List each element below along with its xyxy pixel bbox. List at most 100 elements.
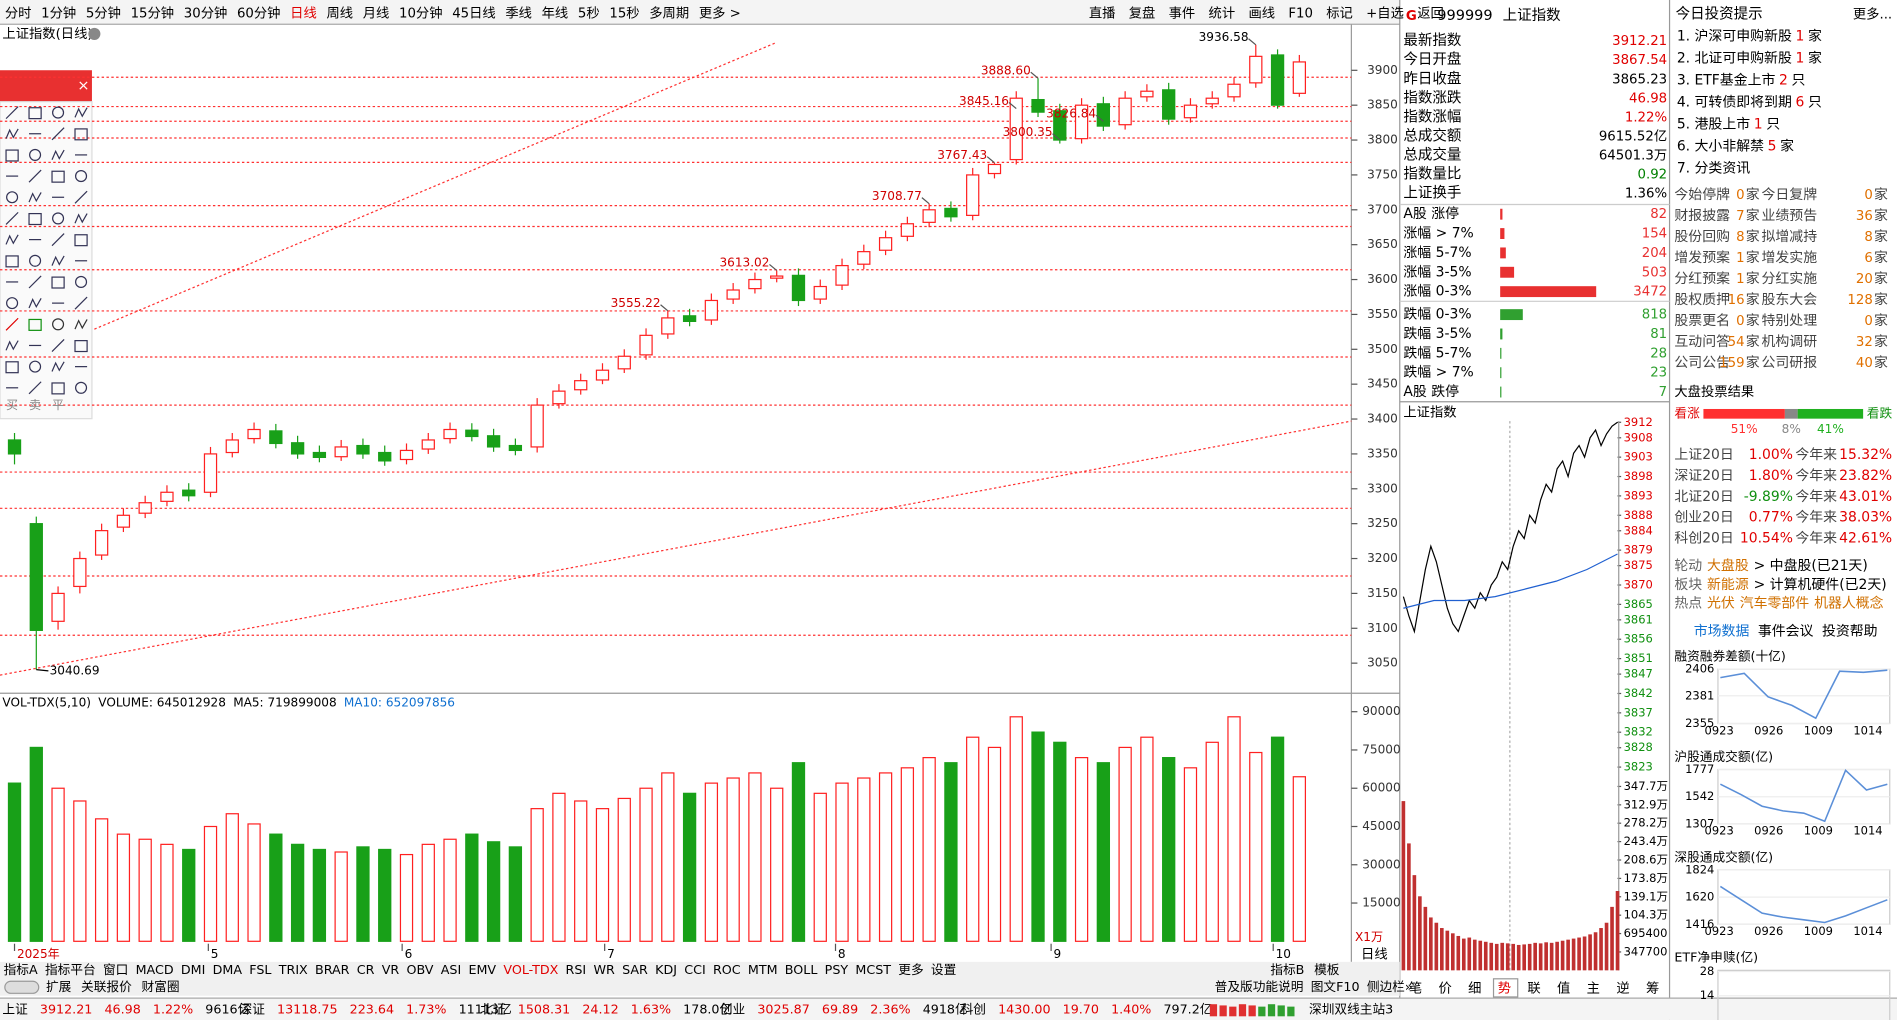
- count-label[interactable]: 股份回购: [1674, 229, 1730, 245]
- tool-icon[interactable]: [52, 318, 65, 331]
- indicator-tab[interactable]: 指标平台: [45, 962, 96, 977]
- count-label[interactable]: 股权质押: [1674, 292, 1730, 308]
- tool-icon[interactable]: [74, 213, 88, 224]
- info-tab[interactable]: 事件会议: [1758, 624, 1814, 640]
- indicator-tab[interactable]: 窗口: [103, 962, 128, 977]
- indicator-tab[interactable]: 更多: [898, 962, 923, 977]
- tool-icon[interactable]: [51, 382, 65, 395]
- indicator-tab[interactable]: DMI: [181, 962, 205, 977]
- indicator-tab[interactable]: BRAR: [315, 962, 350, 977]
- period-button[interactable]: 10分钟: [399, 4, 443, 21]
- tool-icon[interactable]: [75, 275, 88, 288]
- count-label[interactable]: 公司研报: [1762, 355, 1818, 371]
- indicator-tab[interactable]: FSL: [249, 962, 271, 977]
- tip-item[interactable]: 家: [1780, 137, 1794, 154]
- tool-icon[interactable]: [28, 381, 42, 395]
- tool-icon[interactable]: [5, 106, 19, 120]
- tool-icon[interactable]: [5, 149, 19, 162]
- period-button[interactable]: 5秒: [578, 5, 600, 21]
- tool-icon[interactable]: [28, 192, 42, 203]
- indicator-tab[interactable]: VOL-TDX: [503, 962, 558, 977]
- extra-tab[interactable]: 扩展: [46, 979, 72, 994]
- tool-icon[interactable]: [28, 107, 42, 120]
- count-label[interactable]: 财报披露: [1674, 208, 1730, 224]
- info-tab[interactable]: 投资帮助: [1822, 624, 1878, 640]
- count-label[interactable]: 今日复牌: [1762, 186, 1818, 203]
- count-label[interactable]: 增发预案: [1674, 249, 1730, 266]
- tip-item[interactable]: 家: [1808, 49, 1822, 66]
- tool-icon[interactable]: [29, 148, 42, 161]
- tool-icon[interactable]: [51, 233, 65, 247]
- tip-item[interactable]: 只: [1808, 94, 1822, 110]
- tool-icon[interactable]: [74, 319, 88, 330]
- indicator-tab[interactable]: 模板: [1314, 962, 1340, 977]
- indicator-tab[interactable]: WR: [593, 962, 615, 977]
- tool-icon[interactable]: [75, 170, 88, 183]
- tool-icon[interactable]: [51, 276, 65, 289]
- tip-item[interactable]: 5. 港股上市: [1677, 115, 1750, 132]
- extra-tab[interactable]: 关联报价: [81, 979, 132, 994]
- count-label[interactable]: 拟增减持: [1762, 229, 1818, 245]
- indicator-tab[interactable]: KDJ: [655, 962, 677, 977]
- tool-icon[interactable]: [28, 169, 42, 183]
- tip-item[interactable]: 6. 大小非解禁: [1677, 138, 1764, 154]
- period-button[interactable]: 5分钟: [86, 4, 121, 21]
- note-link[interactable]: 图文F10: [1311, 979, 1360, 994]
- tool-button[interactable]: 事件: [1169, 5, 1196, 21]
- indicator-tab[interactable]: RSI: [566, 962, 587, 977]
- tip-item[interactable]: 3. ETF基金上市: [1677, 71, 1776, 88]
- note-link[interactable]: 侧边栏»: [1367, 979, 1413, 994]
- tool-icon[interactable]: [28, 212, 42, 226]
- close-button[interactable]: ×: [77, 78, 89, 94]
- tip-item[interactable]: 1. 沪深可申购新股: [1677, 28, 1792, 44]
- indicator-tab[interactable]: ASI: [441, 962, 461, 977]
- intraday-tab[interactable]: 值: [1557, 980, 1570, 996]
- info-tab[interactable]: 市场数据: [1694, 623, 1750, 640]
- period-button[interactable]: 周线: [326, 5, 353, 21]
- tool-label[interactable]: 买: [6, 398, 18, 412]
- intraday-tab[interactable]: 细: [1468, 980, 1481, 996]
- period-button[interactable]: 30分钟: [184, 4, 228, 21]
- indicator-tab[interactable]: SAR: [622, 962, 648, 977]
- tool-icon[interactable]: [51, 149, 65, 160]
- intraday-tab[interactable]: 联: [1527, 980, 1540, 996]
- tool-icon[interactable]: [6, 191, 19, 204]
- toggle[interactable]: [4, 980, 40, 994]
- tool-icon[interactable]: [74, 340, 88, 353]
- indicator-tab[interactable]: MACD: [136, 962, 174, 977]
- tip-item[interactable]: 5: [1768, 138, 1777, 154]
- tip-item[interactable]: 只: [1792, 72, 1806, 88]
- tip-item[interactable]: 2. 北证可申购新股: [1677, 50, 1792, 66]
- indicator-tab[interactable]: OBV: [406, 962, 433, 977]
- count-label[interactable]: 分红实施: [1762, 271, 1818, 287]
- count-label[interactable]: 股票更名: [1674, 313, 1730, 329]
- tool-button[interactable]: 画线: [1248, 5, 1275, 21]
- tip-item[interactable]: 4. 可转债即将到期: [1677, 94, 1792, 110]
- tool-button[interactable]: 返回: [1417, 5, 1444, 21]
- tool-icon[interactable]: [51, 361, 65, 372]
- indicator-tab[interactable]: MTM: [748, 962, 778, 977]
- tool-icon[interactable]: [5, 317, 19, 331]
- indicator-tab[interactable]: CCI: [684, 962, 705, 977]
- tip-item[interactable]: 1: [1795, 28, 1804, 44]
- tip-item[interactable]: 家: [1808, 27, 1822, 44]
- count-label[interactable]: 公司公告: [1674, 355, 1730, 371]
- tool-icon[interactable]: [29, 360, 42, 373]
- tool-icon[interactable]: [51, 127, 65, 141]
- tool-icon[interactable]: [29, 254, 42, 267]
- tool-button[interactable]: F10: [1288, 6, 1313, 21]
- count-label[interactable]: 股东大会: [1762, 292, 1818, 308]
- tool-icon[interactable]: [28, 318, 42, 331]
- intraday-tab[interactable]: 笔: [1409, 980, 1422, 996]
- tool-icon[interactable]: [5, 340, 19, 351]
- period-button[interactable]: 多周期: [649, 4, 689, 21]
- indicator-tab[interactable]: DMA: [213, 962, 243, 977]
- tip-item[interactable]: 只: [1766, 116, 1780, 132]
- period-button[interactable]: 月线: [363, 5, 390, 21]
- indicator-tab[interactable]: MCST: [855, 962, 891, 977]
- indicator-tab[interactable]: EMV: [468, 962, 496, 977]
- period-button[interactable]: 1分钟: [41, 4, 76, 21]
- indicator-tab[interactable]: 指标A: [4, 962, 38, 977]
- tool-palette-header[interactable]: [0, 70, 92, 102]
- period-button[interactable]: 15秒: [609, 5, 639, 21]
